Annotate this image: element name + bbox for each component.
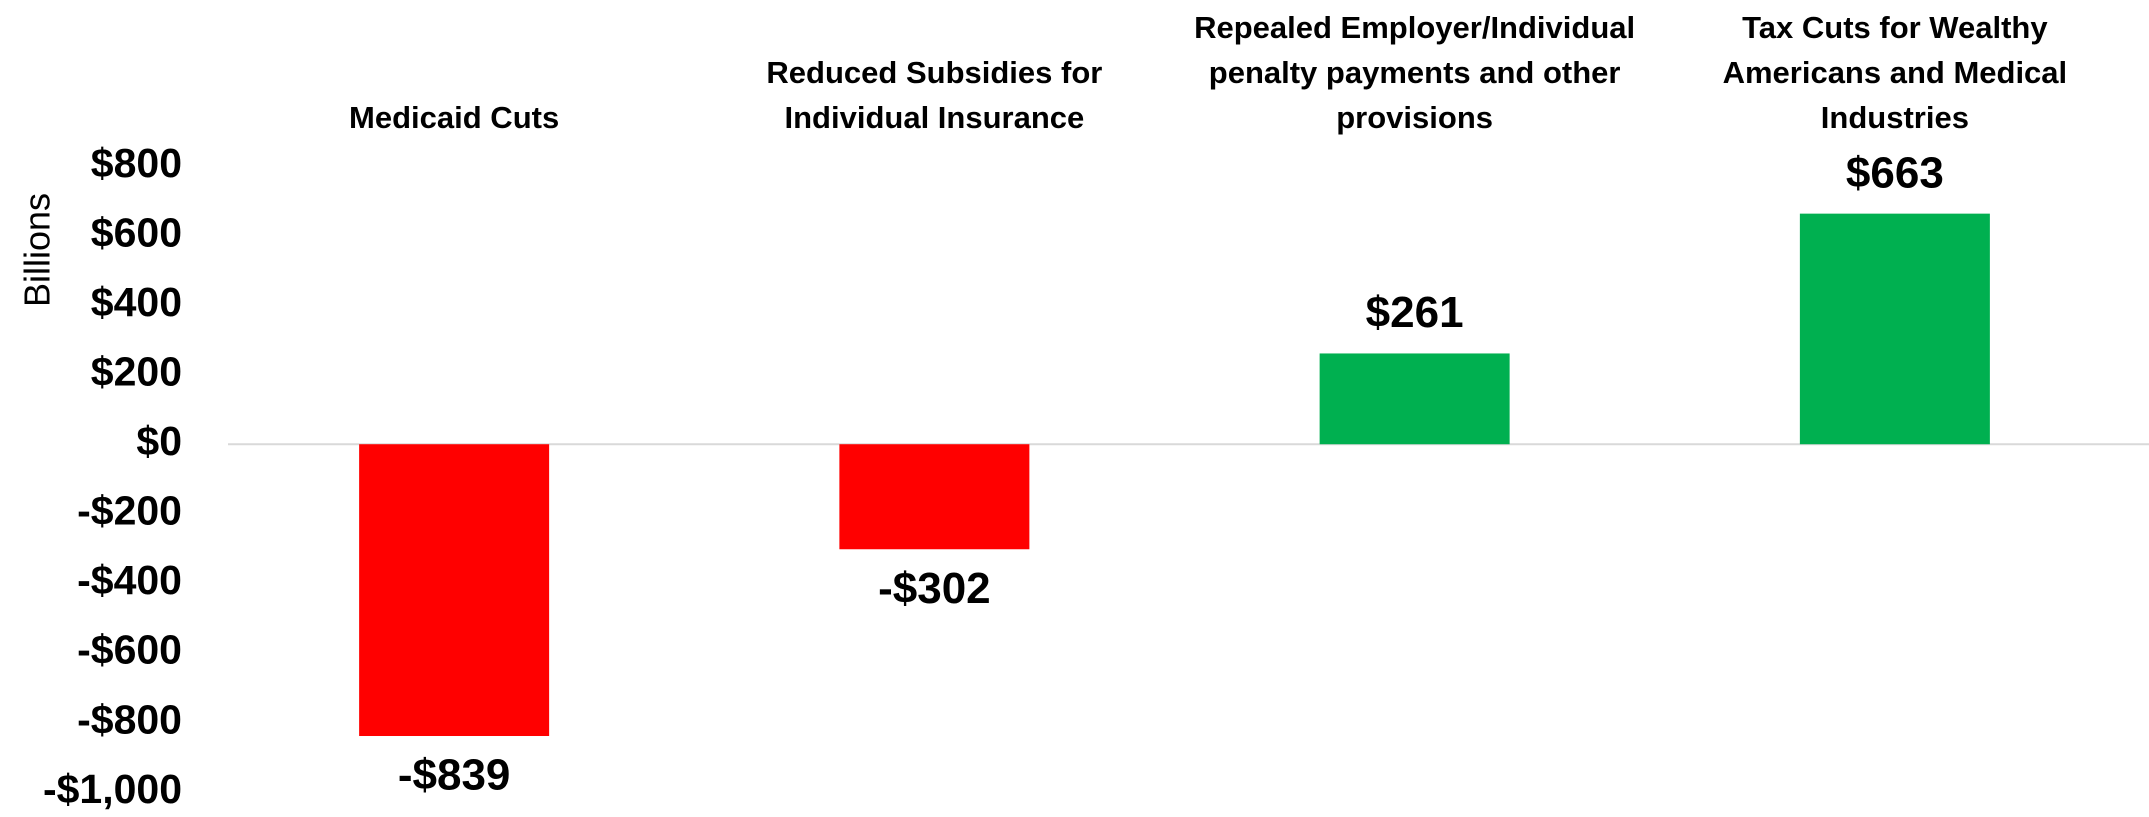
y-tick-label: -$800 xyxy=(77,696,182,742)
category-label: Tax Cuts for Wealthy Americans and Medica… xyxy=(1723,10,2068,135)
bar xyxy=(1319,353,1510,445)
category-label-line: Reduced Subsidies for xyxy=(766,55,1102,90)
data-labels: -$839 -$302 $261 $663 xyxy=(398,148,1944,799)
category-label: Medicaid Cuts xyxy=(349,100,559,135)
category-label: Repealed Employer/Individual penalty paym… xyxy=(1194,10,1635,135)
y-tick-label: $600 xyxy=(91,209,182,255)
category-label-line: Industries xyxy=(1821,100,1969,135)
category-label-line: Tax Cuts for Wealthy xyxy=(1742,10,2048,45)
data-label: -$839 xyxy=(398,751,511,800)
category-label-line: penalty payments and other xyxy=(1209,55,1621,90)
category-labels: Medicaid Cuts Reduced Subsidies for Indivi… xyxy=(349,10,2067,135)
y-tick-label: -$200 xyxy=(77,488,182,534)
bar xyxy=(1799,213,1990,445)
y-tick-label: $800 xyxy=(91,140,182,186)
category-label-line: Repealed Employer/Individual xyxy=(1194,10,1635,45)
y-axis-ticks: $800 $600 $400 $200 $0 -$200 -$400 -$600 -$800 -$… xyxy=(43,140,182,812)
category-label-line: Americans and Medical xyxy=(1723,55,2068,90)
category-label-line: Medicaid Cuts xyxy=(349,100,559,135)
data-label: $663 xyxy=(1846,148,1944,197)
y-axis-title: Billions xyxy=(17,193,58,307)
bar xyxy=(839,444,1030,550)
bar xyxy=(359,444,550,737)
category-label: Reduced Subsidies for Individual Insuranc… xyxy=(766,55,1102,135)
y-tick-label: $0 xyxy=(136,418,182,464)
category-label-line: provisions xyxy=(1336,100,1493,135)
y-tick-label: $200 xyxy=(91,348,182,394)
y-tick-label: -$400 xyxy=(77,557,182,603)
data-label: $261 xyxy=(1366,288,1464,337)
y-axis-title-group: Billions xyxy=(17,193,58,307)
bars xyxy=(359,213,1990,737)
category-label-line: Individual Insurance xyxy=(785,100,1085,135)
y-tick-label: -$600 xyxy=(77,627,182,673)
y-tick-label: $400 xyxy=(91,279,182,325)
data-label: -$302 xyxy=(878,564,991,613)
y-tick-label: -$1,000 xyxy=(43,766,182,812)
